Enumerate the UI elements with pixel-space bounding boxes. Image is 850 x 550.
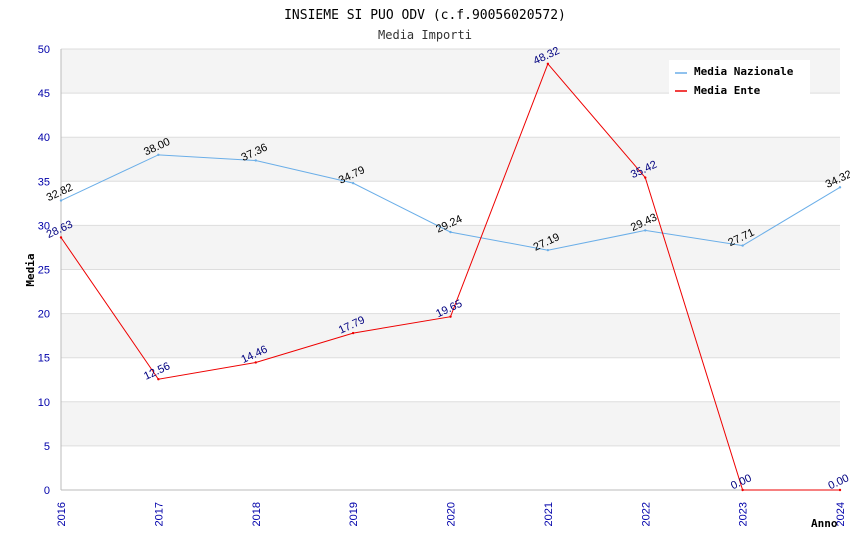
y-tick-label: 0: [44, 485, 50, 497]
series-layer: [59, 62, 842, 492]
plot-band: [61, 93, 840, 138]
data-point: [254, 159, 257, 162]
x-tick-label: 2023: [738, 502, 750, 526]
plot-band: [61, 401, 840, 446]
plot-band: [61, 313, 840, 358]
data-point: [157, 378, 160, 381]
y-tick-labels: 0 5 10 15 20 25 30 35 40 45 50: [38, 44, 50, 497]
data-point: [838, 186, 842, 189]
x-tick-label: 2018: [251, 502, 263, 526]
x-axis-label: Anno: [811, 517, 838, 530]
legend-label-media-ente: Media Ente: [694, 84, 761, 97]
data-point: [449, 315, 452, 318]
data-point: [741, 244, 744, 247]
y-tick-label: 35: [38, 176, 50, 188]
y-axis-label: Media: [24, 253, 37, 286]
x-tick-label: 2017: [153, 502, 165, 526]
plot-band: [61, 357, 840, 402]
data-point: [59, 199, 63, 202]
y-tick-label: 20: [38, 309, 50, 321]
x-tick-label: 2020: [446, 502, 458, 526]
y-tick-label: 10: [38, 397, 50, 409]
data-point: [741, 488, 744, 492]
data-point: [351, 181, 355, 185]
data-point: [59, 236, 63, 239]
axes: [60, 49, 840, 491]
x-tick-label: 2021: [543, 502, 555, 526]
plot-band: [61, 269, 840, 314]
x-tick-label: 2019: [348, 502, 360, 526]
chart-subtitle: Media Importi: [378, 28, 472, 42]
x-tick-labels: 2016 2017 2018 2019 2020 2021 2022 2023 2024: [56, 502, 847, 526]
chart-title: INSIEME SI PUO ODV (c.f.90056020572): [284, 8, 566, 23]
legend-box: [669, 60, 810, 98]
y-tick-label: 5: [44, 441, 50, 453]
legend-label-media-nazionale: Media Nazionale: [694, 65, 794, 78]
plot-band: [61, 137, 840, 182]
plot-band: [61, 445, 840, 490]
data-point: [546, 62, 550, 66]
data-point: [449, 230, 452, 234]
data-point: [838, 488, 842, 492]
plot-background: [61, 49, 840, 490]
data-point: [157, 153, 160, 157]
plot-band: [61, 181, 840, 226]
data-point: [644, 176, 647, 179]
legend: Media Nazionale Media Ente: [669, 60, 810, 98]
data-point: [351, 331, 355, 335]
y-tick-label: 25: [38, 265, 50, 277]
y-tick-label: 15: [38, 353, 50, 365]
x-tick-label: 2022: [640, 502, 652, 526]
data-point: [546, 248, 550, 252]
y-tick-label: 50: [38, 44, 50, 56]
y-tick-label: 45: [38, 88, 50, 100]
x-tick-label: 2024: [835, 502, 847, 526]
y-tick-label: 30: [38, 220, 50, 232]
data-point: [254, 361, 257, 364]
x-tick-label: 2016: [56, 502, 68, 526]
y-tick-label: 40: [38, 132, 50, 144]
data-point: [644, 229, 647, 232]
